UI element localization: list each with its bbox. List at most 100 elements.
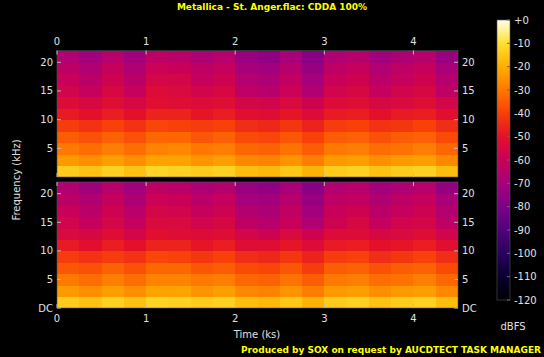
- spectrogram-cell: [79, 251, 102, 263]
- spectrogram-cell: [436, 274, 458, 286]
- spectrogram-cell: [124, 182, 147, 194]
- spectrogram-cell: [235, 297, 258, 308]
- y-tick-label: 10: [462, 114, 475, 125]
- spectrogram-cell: [213, 97, 236, 109]
- spectrogram-cell: [102, 205, 125, 217]
- color-bar-tick: [507, 66, 510, 67]
- spectrogram-cell: [436, 251, 458, 263]
- spectrogram-cell: [280, 297, 303, 308]
- spectrogram-cell: [168, 166, 191, 177]
- spectrogram-cell: [413, 120, 436, 132]
- spectrogram-cell: [391, 120, 414, 132]
- spectrogram-cell: [369, 143, 392, 155]
- spectrogram-cell: [436, 205, 458, 217]
- spectrogram-cell: [146, 297, 169, 308]
- spectrogram-cell: [235, 262, 258, 274]
- spectrogram-cell: [168, 108, 191, 120]
- spectrogram-cell: [324, 97, 347, 109]
- panel-frame: [57, 182, 458, 308]
- x-tick: [57, 304, 58, 308]
- spectrogram-cell: [302, 205, 325, 217]
- spectrogram-cell: [146, 120, 169, 132]
- spectrogram-cell: [391, 228, 414, 240]
- spectrogram-cell: [146, 251, 169, 263]
- spectrogram-cell: [369, 85, 392, 97]
- spectrogram-cell: [302, 143, 325, 155]
- footer: Produced by SOX on request by AUCDTECT T…: [241, 345, 541, 355]
- spectrogram-cell: [258, 120, 281, 132]
- color-bar-tick: [507, 230, 510, 231]
- spectrogram-cell: [391, 131, 414, 143]
- spectrogram-cell: [191, 182, 214, 194]
- spectrogram-cell: [347, 131, 370, 143]
- y-tick-label: 20: [462, 188, 475, 199]
- y-tick: [57, 308, 61, 309]
- x-tick: [324, 304, 325, 308]
- spectrogram-cell: [79, 205, 102, 217]
- spectrogram-cell: [235, 166, 258, 177]
- y-tick: [454, 90, 458, 91]
- color-bar-tick-label: -50: [514, 131, 530, 142]
- spectrogram-cell: [302, 97, 325, 109]
- spectrogram-cell: [347, 120, 370, 132]
- spectrogram-cell: [235, 120, 258, 132]
- spectrogram-cell: [280, 228, 303, 240]
- spectrogram-cell: [57, 166, 80, 177]
- spectrogram-cell: [191, 143, 214, 155]
- spectrogram-cell: [436, 120, 458, 132]
- color-bar-tick: [507, 160, 510, 161]
- spectrogram-cell: [102, 217, 125, 229]
- spectrogram-cell: [79, 217, 102, 229]
- spectrogram-cell: [347, 62, 370, 74]
- spectrogram-panel: [57, 182, 458, 308]
- spectrogram-cell: [124, 194, 147, 206]
- spectrogram-cell: [168, 194, 191, 206]
- spectrogram-cell: [191, 217, 214, 229]
- spectrogram-cell: [280, 74, 303, 86]
- spectrogram-cell: [57, 74, 80, 86]
- spectrogram-cell: [391, 51, 414, 63]
- spectrogram-cell: [413, 108, 436, 120]
- spectrogram-cell: [436, 262, 458, 274]
- x-tick: [324, 173, 325, 177]
- spectrogram-cell: [124, 131, 147, 143]
- spectrogram-cell: [57, 51, 80, 63]
- spectrogram-cell: [57, 97, 80, 109]
- spectrogram-cell: [369, 297, 392, 308]
- x-tick: [235, 182, 236, 186]
- spectrogram-cell: [302, 85, 325, 97]
- spectrogram-cell: [413, 182, 436, 194]
- spectrogram-cell: [436, 239, 458, 251]
- spectrogram-cell: [324, 62, 347, 74]
- spectrogram-cell: [79, 297, 102, 308]
- color-bar-tick: [507, 20, 510, 21]
- spectrogram-cell: [258, 251, 281, 263]
- spectrogram-cell: [146, 205, 169, 217]
- spectrogram-cell: [369, 108, 392, 120]
- spectrogram-cell: [413, 205, 436, 217]
- spectrogram-cell: [436, 108, 458, 120]
- spectrogram-cell: [258, 194, 281, 206]
- spectrogram-cell: [57, 205, 80, 217]
- spectrogram-cell: [280, 239, 303, 251]
- spectrogram-cell: [369, 97, 392, 109]
- spectrogram-cell: [369, 154, 392, 166]
- x-tick: [146, 304, 147, 308]
- spectrogram-cell: [258, 182, 281, 194]
- spectrogram-cell: [213, 182, 236, 194]
- x-tick: [57, 173, 58, 177]
- title: Metallica - St. Anger.flac: CDDA 100%: [177, 2, 367, 12]
- color-bar-tick: [507, 43, 510, 44]
- spectrogram-cell: [413, 217, 436, 229]
- x-tick: [146, 173, 147, 177]
- spectrogram-cell: [79, 274, 102, 286]
- spectrogram-cell: [436, 182, 458, 194]
- spectrogram-cell: [168, 217, 191, 229]
- spectrogram-cell: [324, 143, 347, 155]
- spectrogram-cell: [102, 120, 125, 132]
- spectrogram-cell: [102, 166, 125, 177]
- color-bar-label: dBFS: [500, 321, 525, 332]
- spectrogram-cell: [57, 251, 80, 263]
- spectrogram-cell: [102, 74, 125, 86]
- spectrogram-cell: [235, 62, 258, 74]
